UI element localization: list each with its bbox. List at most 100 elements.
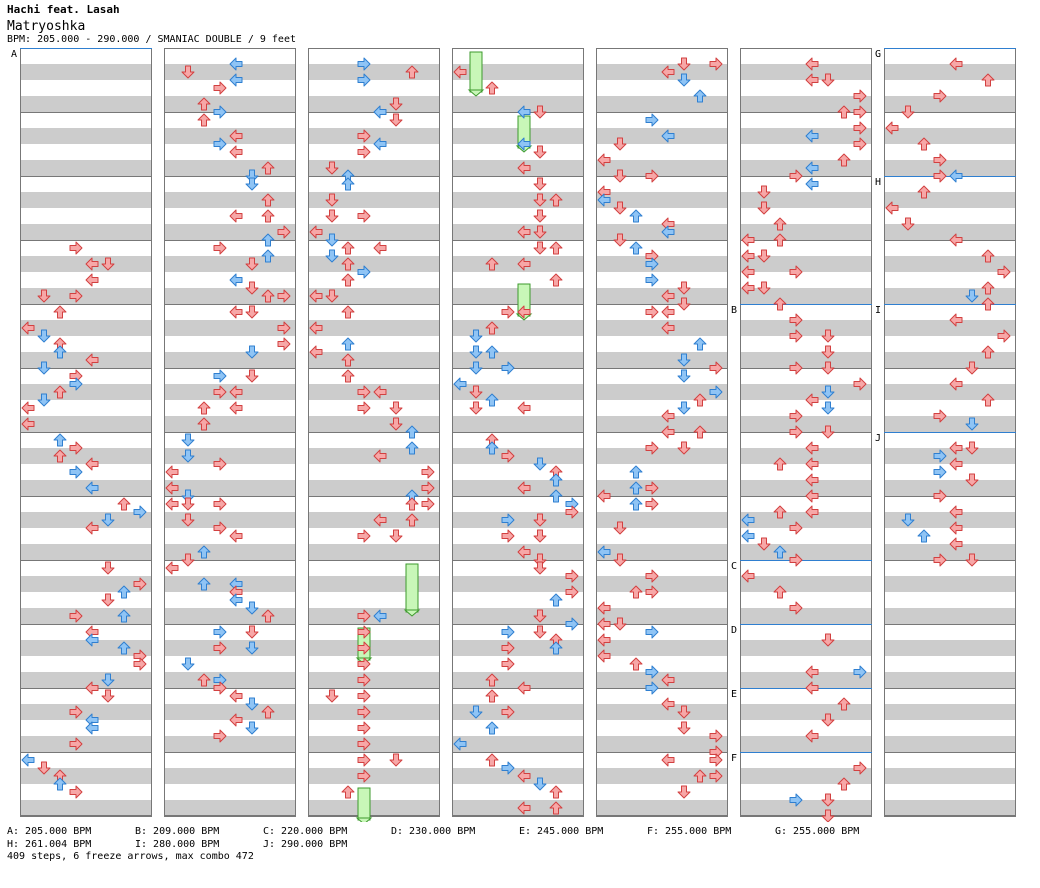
step-arrow-red xyxy=(485,689,499,703)
step-arrow-blue xyxy=(37,393,51,407)
step-arrow-red xyxy=(357,673,371,687)
step-arrow-red xyxy=(789,601,803,615)
step-arrow-red xyxy=(101,257,115,271)
step-arrow-red xyxy=(165,561,179,575)
step-arrow-red xyxy=(885,121,899,135)
step-arrow-blue xyxy=(469,705,483,719)
step-arrow-red xyxy=(933,409,947,423)
step-arrow-red xyxy=(789,409,803,423)
step-arrow-red xyxy=(165,497,179,511)
step-arrow-blue xyxy=(901,513,915,527)
step-arrow-blue xyxy=(341,177,355,191)
step-arrow-red xyxy=(757,281,771,295)
step-arrow-blue xyxy=(405,425,419,439)
step-arrow-red xyxy=(341,305,355,319)
step-arrow-blue xyxy=(677,401,691,415)
step-arrow-blue xyxy=(453,377,467,391)
step-arrow-red xyxy=(261,209,275,223)
step-arrow-red xyxy=(309,225,323,239)
step-arrow-red xyxy=(549,241,563,255)
step-arrow-red xyxy=(101,593,115,607)
step-arrow-red xyxy=(501,705,515,719)
section-marker-label: F xyxy=(731,753,737,764)
step-arrow-red xyxy=(357,689,371,703)
chart-panel xyxy=(164,48,296,817)
step-arrow-red xyxy=(277,289,291,303)
step-arrow-red xyxy=(357,753,371,767)
step-arrow-red xyxy=(533,225,547,239)
step-arrow-red xyxy=(197,113,211,127)
step-arrow-red xyxy=(133,657,147,671)
step-arrow-blue xyxy=(565,617,579,631)
step-arrow-red xyxy=(261,193,275,207)
chart-panel xyxy=(740,48,872,817)
step-arrow-blue xyxy=(373,609,387,623)
step-arrow-red xyxy=(741,281,755,295)
step-arrow-red xyxy=(277,225,291,239)
step-arrow-red xyxy=(949,57,963,71)
step-arrow-red xyxy=(325,209,339,223)
step-arrow-red xyxy=(933,489,947,503)
step-arrow-red xyxy=(21,417,35,431)
step-arrow-red xyxy=(661,697,675,711)
step-arrow-red xyxy=(469,401,483,415)
step-arrow-red xyxy=(261,609,275,623)
step-arrow-blue xyxy=(85,633,99,647)
freeze-arrow xyxy=(467,51,485,97)
step-arrow-red xyxy=(789,553,803,567)
step-arrow-blue xyxy=(373,137,387,151)
step-arrow-red xyxy=(965,553,979,567)
step-arrow-red xyxy=(661,289,675,303)
step-arrow-red xyxy=(549,801,563,815)
step-arrow-blue xyxy=(181,433,195,447)
step-arrow-red xyxy=(821,633,835,647)
step-arrow-blue xyxy=(53,777,67,791)
step-arrow-red xyxy=(741,265,755,279)
step-arrow-red xyxy=(533,529,547,543)
step-arrow-red xyxy=(421,465,435,479)
step-arrow-red xyxy=(101,561,115,575)
step-arrow-red xyxy=(389,113,403,127)
step-arrow-red xyxy=(981,281,995,295)
step-arrow-red xyxy=(213,385,227,399)
step-arrow-blue xyxy=(341,337,355,351)
step-arrow-blue xyxy=(517,137,531,151)
step-arrow-red xyxy=(677,441,691,455)
step-arrow-red xyxy=(373,449,387,463)
step-arrow-blue xyxy=(709,385,723,399)
step-arrow-red xyxy=(501,449,515,463)
step-arrow-red xyxy=(597,649,611,663)
step-arrow-red xyxy=(789,313,803,327)
step-arrow-red xyxy=(229,401,243,415)
step-arrow-red xyxy=(597,601,611,615)
step-arrow-blue xyxy=(645,665,659,679)
step-arrow-red xyxy=(821,329,835,343)
step-arrow-red xyxy=(981,73,995,87)
step-arrow-blue xyxy=(549,641,563,655)
step-arrow-red xyxy=(485,321,499,335)
step-arrow-red xyxy=(37,289,51,303)
step-arrow-red xyxy=(245,369,259,383)
step-arrow-red xyxy=(405,497,419,511)
step-arrow-red xyxy=(229,305,243,319)
step-arrow-red xyxy=(101,689,115,703)
step-arrow-red xyxy=(805,473,819,487)
step-arrow-red xyxy=(853,121,867,135)
step-arrow-red xyxy=(533,145,547,159)
step-arrow-red xyxy=(389,417,403,431)
section-marker-label: H xyxy=(875,177,881,188)
step-arrow-red xyxy=(325,193,339,207)
chart-meta: BPM: 205.000 - 290.000 / SMANIAC DOUBLE … xyxy=(7,34,296,45)
step-arrow-blue xyxy=(213,137,227,151)
step-arrow-red xyxy=(517,225,531,239)
step-arrow-red xyxy=(645,481,659,495)
step-arrow-red xyxy=(949,505,963,519)
step-arrow-red xyxy=(229,129,243,143)
step-arrow-red xyxy=(213,641,227,655)
step-arrow-red xyxy=(325,161,339,175)
step-arrow-red xyxy=(805,729,819,743)
step-arrow-red xyxy=(661,753,675,767)
bpm-legend-d: D: 230.000 BPM xyxy=(391,826,476,837)
step-arrow-red xyxy=(357,705,371,719)
bpm-legend-e: E: 245.000 BPM xyxy=(519,826,604,837)
